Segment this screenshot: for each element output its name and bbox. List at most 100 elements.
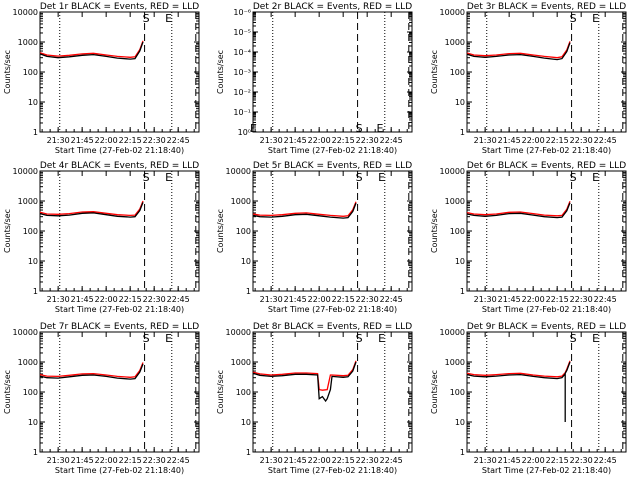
y-axis-label: Counts/sec	[216, 209, 225, 253]
y-tick-label: 10⁻³	[233, 68, 251, 77]
end-marker: E	[165, 12, 172, 25]
end-marker: E	[377, 122, 384, 135]
x-tick-label: 22:15	[119, 136, 142, 145]
y-tick-label: 10000	[13, 167, 38, 176]
y-tick-label: 10⁻⁴	[233, 48, 251, 57]
y-tick-label: 1000	[231, 358, 251, 367]
x-tick-label: 22:15	[546, 295, 569, 304]
x-tick-label: 21:45	[284, 295, 307, 304]
end-marker: E	[165, 171, 172, 184]
y-tick-label: 10000	[440, 328, 465, 337]
events-series-line	[466, 202, 571, 219]
x-tick-label: 22:45	[167, 456, 190, 465]
x-tick-label: 21:45	[284, 136, 307, 145]
y-tick-label: 10000	[226, 328, 251, 337]
detector-panel-9: Det 9r BLACK = Events, RED = LLD 1 10 100 10…	[430, 322, 627, 475]
plot-frame	[252, 170, 413, 292]
x-tick-label: 22:45	[167, 136, 190, 145]
y-tick-label: 100	[236, 227, 251, 236]
x-tick-label: 21:30	[260, 456, 283, 465]
detector-panel-2: Det 2r BLACK = Events, RED = LLD 10⁰ 10⁻¹ 1…	[216, 2, 413, 155]
y-axis-label: Counts/sec	[430, 370, 439, 414]
y-tick-label: 10⁰	[238, 128, 251, 137]
x-tick-label: 22:30	[570, 456, 593, 465]
start-marker: S	[143, 332, 150, 345]
x-tick-label: 22:00	[522, 136, 545, 145]
y-tick-label: 1000	[445, 358, 465, 367]
y-tick-label: 10000	[226, 167, 251, 176]
x-tick-label: 21:30	[474, 295, 497, 304]
y-tick-label: 1	[460, 287, 465, 296]
y-tick-label: 10	[28, 418, 38, 427]
panel-title: Det 6r BLACK = Events, RED = LLD	[467, 161, 626, 171]
end-marker: E	[378, 171, 385, 184]
y-tick-label: 100	[23, 388, 38, 397]
start-marker: S	[143, 171, 150, 184]
x-tick-label: 21:30	[47, 136, 70, 145]
lld-series-line	[39, 40, 144, 58]
y-tick-label: 10⁻¹	[233, 108, 251, 117]
plot-frame	[39, 170, 200, 292]
x-tick-label: 22:00	[308, 136, 331, 145]
plot-frame	[252, 331, 413, 453]
x-tick-label: 22:15	[546, 456, 569, 465]
end-marker: E	[592, 171, 599, 184]
y-axis-label: Counts/sec	[216, 370, 225, 414]
x-tick-label: 22:00	[522, 295, 545, 304]
y-tick-label: 10	[28, 257, 38, 266]
x-tick-label: 22:00	[95, 136, 118, 145]
y-tick-label: 1000	[445, 38, 465, 47]
end-marker: E	[250, 122, 257, 135]
detector-panel-8: Det 8r BLACK = Events, RED = LLD 1 10 100 10…	[216, 322, 413, 475]
x-tick-label: 21:45	[498, 295, 521, 304]
events-series-line	[466, 42, 571, 61]
x-axis-label: Start Time (27-Feb-02 21:18:40)	[268, 305, 397, 314]
y-axis-label: Counts/sec	[3, 209, 12, 253]
detector-panel-5: Det 5r BLACK = Events, RED = LLD 1 10 100 10…	[216, 161, 413, 314]
panel-title: Det 1r BLACK = Events, RED = LLD	[40, 2, 199, 12]
x-tick-label: 21:45	[71, 456, 94, 465]
events-series-line	[39, 202, 144, 218]
x-tick-label: 21:45	[498, 136, 521, 145]
x-tick-label: 21:45	[498, 456, 521, 465]
y-tick-label: 100	[450, 227, 465, 236]
x-tick-label: 22:45	[380, 136, 403, 145]
plot-frame	[39, 11, 200, 133]
y-tick-label: 100	[23, 68, 38, 77]
x-tick-label: 22:15	[332, 295, 355, 304]
x-tick-label: 22:15	[332, 456, 355, 465]
y-tick-label: 1	[460, 128, 465, 137]
x-tick-label: 21:30	[47, 295, 70, 304]
x-tick-label: 21:30	[47, 456, 70, 465]
y-tick-label: 10000	[13, 328, 38, 337]
x-tick-label: 21:30	[260, 295, 283, 304]
panel-title: Det 2r BLACK = Events, RED = LLD	[253, 2, 412, 12]
x-axis-label: Start Time (27-Feb-02 21:18:40)	[482, 146, 611, 155]
y-tick-label: 1	[246, 287, 251, 296]
events-series-line	[252, 361, 357, 403]
x-tick-label: 21:45	[71, 295, 94, 304]
plot-frame	[252, 11, 413, 133]
y-tick-label: 1	[33, 448, 38, 457]
detector-panel-4: Det 4r BLACK = Events, RED = LLD 1 10 100 10…	[3, 161, 200, 314]
panel-title: Det 7r BLACK = Events, RED = LLD	[40, 322, 199, 332]
x-tick-label: 22:45	[594, 456, 617, 465]
start-marker: S	[356, 332, 363, 345]
x-tick-label: 22:45	[380, 456, 403, 465]
y-tick-label: 10⁻⁵	[233, 28, 251, 37]
panel-title: Det 3r BLACK = Events, RED = LLD	[467, 2, 626, 12]
start-marker: S	[143, 12, 150, 25]
y-tick-label: 1000	[18, 358, 38, 367]
plot-frame	[466, 331, 627, 453]
y-tick-label: 10⁻²	[233, 88, 251, 97]
y-tick-label: 10000	[13, 8, 38, 17]
y-tick-label: 1000	[18, 197, 38, 206]
end-marker: E	[378, 332, 385, 345]
y-axis-label: Counts/sec	[430, 50, 439, 94]
x-tick-label: 22:30	[356, 136, 379, 145]
plot-frame	[466, 11, 627, 133]
lld-series-line	[252, 201, 357, 217]
end-marker: E	[592, 12, 599, 25]
y-axis-label: Counts/sec	[3, 50, 12, 94]
